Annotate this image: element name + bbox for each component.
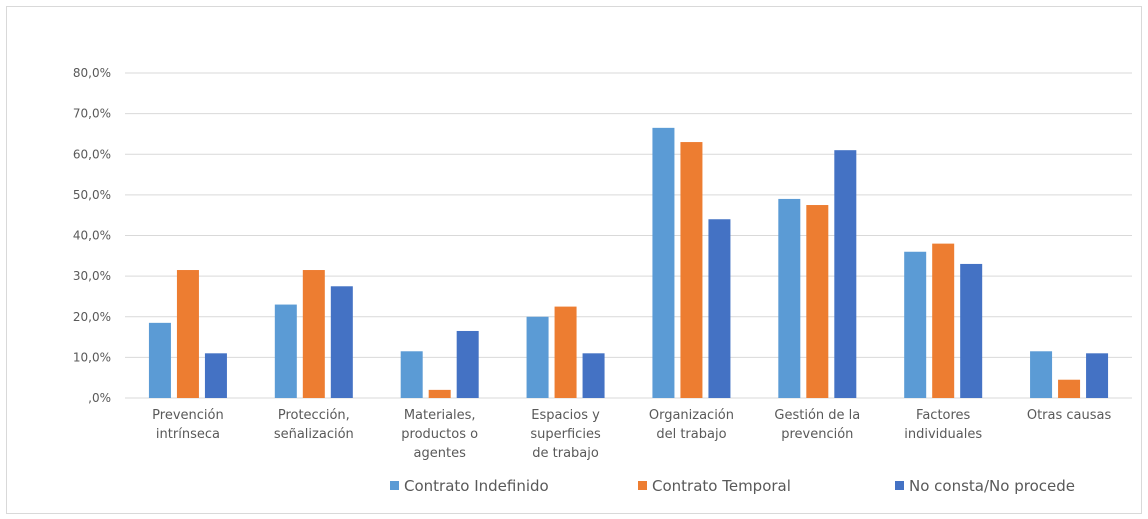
y-tick-label: 80,0%	[73, 66, 111, 80]
bar-chart: ,0% 10,0% 20,0% 30,0% 40,0% 50,0% 60,0% 70,0% 80…	[73, 66, 1132, 495]
legend-swatch	[638, 481, 647, 490]
bar-contrato-temporal	[302, 270, 325, 398]
bar-no-consta-no-procede	[708, 219, 731, 398]
y-tick-label: 70,0%	[73, 107, 111, 121]
x-tick-label-line: Prevención	[152, 408, 224, 423]
legend[interactable]: Contrato Indefinido Contrato Temporal No c…	[390, 477, 1075, 495]
x-tick-label: Gestión de la prevención	[774, 408, 860, 442]
bar-no-consta-no-procede	[582, 353, 605, 398]
x-tick-label-line: superficies	[530, 427, 601, 442]
bar-contrato-indefinido	[400, 351, 423, 398]
y-tick-label: 30,0%	[73, 269, 111, 283]
bar-no-consta-no-procede	[456, 330, 479, 398]
y-axis-ticks: ,0% 10,0% 20,0% 30,0% 40,0% 50,0% 60,0% 70,0% 80…	[73, 66, 111, 405]
bar-contrato-temporal	[806, 205, 829, 398]
bar-contrato-indefinido	[652, 127, 675, 398]
y-tick-label: 50,0%	[73, 188, 111, 202]
bar-contrato-indefinido	[904, 251, 927, 398]
y-tick-label: 40,0%	[73, 229, 111, 243]
y-tick-label: 60,0%	[73, 147, 111, 161]
x-tick-label: Materiales, productos o agentes	[401, 408, 478, 461]
bar-contrato-temporal	[176, 270, 199, 398]
bars	[148, 127, 1109, 398]
x-tick-label-line: Materiales,	[404, 408, 476, 423]
bar-no-consta-no-procede	[1086, 353, 1109, 398]
legend-item[interactable]: Contrato Temporal	[638, 477, 791, 495]
legend-swatch	[390, 481, 399, 490]
chart-frame: ,0% 10,0% 20,0% 30,0% 40,0% 50,0% 60,0% 70,0% 80…	[6, 6, 1142, 514]
legend-item[interactable]: Contrato Indefinido	[390, 477, 549, 495]
bar-contrato-temporal	[554, 306, 577, 398]
legend-label: Contrato Indefinido	[404, 477, 549, 495]
x-tick-label-line: Espacios y	[531, 408, 600, 423]
y-tick-label: 20,0%	[73, 310, 111, 324]
bar-contrato-temporal	[680, 142, 703, 398]
x-tick-label-line: Otras causas	[1027, 408, 1112, 423]
x-tick-label-line: señalización	[274, 427, 354, 442]
x-axis-ticks: Prevención intrínseca Protección, señalizac…	[152, 408, 1111, 461]
bar-contrato-indefinido	[274, 304, 297, 398]
legend-item[interactable]: No consta/No procede	[895, 477, 1075, 495]
bar-no-consta-no-procede	[960, 263, 983, 398]
x-tick-label-line: Organización	[649, 408, 734, 423]
x-tick-label-line: intrínseca	[156, 427, 220, 442]
legend-label: Contrato Temporal	[652, 477, 791, 495]
bar-contrato-temporal	[932, 243, 955, 398]
y-tick-label: 10,0%	[73, 350, 111, 364]
x-tick-label: Organización del trabajo	[649, 408, 734, 442]
x-tick-label-line: productos o	[401, 427, 478, 442]
bar-contrato-indefinido	[1030, 351, 1053, 398]
bar-contrato-indefinido	[778, 198, 801, 398]
x-tick-label-line: Gestión de la	[774, 408, 860, 423]
bar-no-consta-no-procede	[330, 286, 353, 398]
bar-no-consta-no-procede	[204, 353, 227, 398]
y-tick-label: ,0%	[88, 391, 111, 405]
x-tick-label: Otras causas	[1027, 408, 1112, 423]
bar-contrato-temporal	[1058, 379, 1081, 398]
x-tick-label: Protección, señalización	[274, 408, 354, 442]
x-tick-label: Espacios y superficies de trabajo	[530, 408, 601, 461]
bar-contrato-temporal	[428, 389, 451, 398]
x-tick-label-line: agentes	[414, 446, 467, 461]
bar-contrato-indefinido	[526, 316, 549, 398]
bar-contrato-indefinido	[148, 322, 171, 398]
x-tick-label-line: prevención	[781, 427, 853, 442]
x-tick-label-line: de trabajo	[532, 446, 599, 461]
legend-label: No consta/No procede	[909, 477, 1075, 495]
x-tick-label: Factores individuales	[904, 408, 982, 442]
x-tick-label-line: Protección,	[278, 408, 350, 423]
x-tick-label-line: individuales	[904, 427, 982, 442]
x-tick-label: Prevención intrínseca	[152, 408, 224, 442]
x-tick-label-line: del trabajo	[656, 427, 726, 442]
legend-swatch	[895, 481, 904, 490]
bar-no-consta-no-procede	[834, 150, 857, 398]
x-tick-label-line: Factores	[916, 408, 971, 423]
